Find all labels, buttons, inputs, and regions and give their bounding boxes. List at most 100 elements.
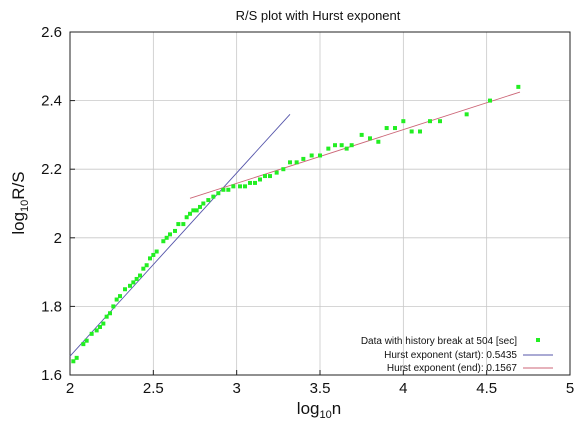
y-tick-label: 1.8 bbox=[41, 298, 62, 315]
grid-lines bbox=[70, 32, 570, 375]
x-tick-label: 4 bbox=[399, 380, 407, 397]
data-point bbox=[401, 119, 406, 124]
x-axis-label-n: n bbox=[332, 399, 341, 418]
data-point bbox=[349, 143, 354, 148]
x-axis-label-log: log bbox=[297, 399, 320, 418]
data-point bbox=[104, 314, 109, 319]
data-point bbox=[101, 321, 106, 326]
data-point bbox=[253, 180, 257, 185]
data-point bbox=[144, 263, 149, 268]
y-axis-label-subscript: 10 bbox=[19, 200, 31, 212]
data-point bbox=[309, 153, 314, 158]
data-point bbox=[141, 266, 146, 271]
data-point bbox=[191, 208, 196, 213]
data-point bbox=[231, 184, 236, 189]
data-point bbox=[344, 146, 349, 151]
data-point bbox=[409, 129, 414, 134]
data-point bbox=[464, 112, 469, 117]
data-point bbox=[384, 126, 389, 131]
x-tick-label: 2 bbox=[66, 380, 74, 397]
legend-marker-data bbox=[536, 338, 540, 342]
chart-title: R/S plot with Hurst exponent bbox=[236, 8, 401, 23]
data-point bbox=[318, 153, 322, 158]
data-point bbox=[176, 222, 181, 227]
data-point bbox=[516, 84, 521, 89]
data-point bbox=[359, 132, 364, 137]
data-point bbox=[123, 287, 127, 292]
legend-label-data: Data with history break at 504 [sec] bbox=[361, 336, 517, 347]
y-tick-label: 1.6 bbox=[41, 367, 62, 384]
data-point bbox=[268, 174, 272, 179]
data-point bbox=[243, 184, 247, 189]
y-tick-label: 2.6 bbox=[41, 24, 62, 41]
x-axis-label: log10n bbox=[297, 399, 341, 421]
data-point bbox=[164, 235, 169, 240]
data-point bbox=[376, 139, 381, 144]
y-tick-label: 2.4 bbox=[41, 93, 62, 110]
data-point bbox=[333, 143, 337, 148]
data-point bbox=[326, 146, 331, 151]
data-point bbox=[151, 252, 156, 257]
data-point bbox=[74, 355, 79, 360]
data-point bbox=[221, 187, 226, 192]
data-point bbox=[98, 324, 102, 329]
x-tick-label: 2.5 bbox=[143, 380, 164, 397]
x-tick-label: 5 bbox=[566, 380, 574, 397]
y-tick-label: 2 bbox=[54, 230, 62, 247]
y-tick-label: 2.2 bbox=[41, 161, 62, 178]
data-points bbox=[71, 84, 521, 364]
data-point bbox=[428, 119, 432, 124]
data-point bbox=[114, 297, 119, 302]
data-point bbox=[393, 126, 397, 131]
data-point bbox=[71, 359, 76, 364]
data-point bbox=[238, 184, 242, 189]
data-point bbox=[194, 208, 199, 213]
data-point bbox=[154, 249, 159, 254]
data-point bbox=[89, 331, 94, 336]
legend: Data with history break at 504 [sec] Hur… bbox=[361, 336, 553, 374]
data-point bbox=[301, 156, 306, 161]
data-point bbox=[138, 273, 142, 278]
data-point bbox=[263, 174, 267, 179]
data-point bbox=[84, 338, 89, 343]
data-point bbox=[184, 215, 189, 220]
data-point bbox=[288, 160, 292, 165]
legend-label-fit-start: Hurst exponent (start): 0.5435 bbox=[384, 350, 517, 361]
y-axis-label: log10R/S bbox=[9, 171, 31, 234]
data-point bbox=[94, 328, 99, 333]
data-point bbox=[211, 194, 216, 199]
data-point bbox=[128, 283, 132, 288]
data-point bbox=[418, 129, 422, 134]
data-point bbox=[173, 228, 177, 233]
data-point bbox=[111, 304, 116, 309]
data-point bbox=[81, 342, 86, 347]
data-point bbox=[488, 98, 492, 103]
data-point bbox=[206, 198, 211, 203]
x-axis-label-subscript: 10 bbox=[319, 409, 331, 421]
data-point bbox=[226, 187, 231, 192]
data-point bbox=[201, 201, 206, 206]
data-point bbox=[118, 294, 122, 299]
data-point bbox=[248, 180, 252, 185]
x-tick-label: 4.5 bbox=[476, 380, 497, 397]
y-axis-label-rs: R/S bbox=[9, 171, 28, 199]
x-tick-label: 3.5 bbox=[310, 380, 331, 397]
fit-line-end bbox=[189, 91, 521, 199]
data-point bbox=[294, 160, 299, 165]
data-point bbox=[161, 239, 166, 244]
data-point bbox=[339, 143, 344, 148]
data-point bbox=[438, 119, 442, 124]
axis-ticks: 2 2.5 3 3.5 4 4.5 5 1.6 1.8 2 2.2 2.4 2.6 bbox=[41, 24, 574, 397]
data-point bbox=[188, 211, 192, 216]
data-point bbox=[368, 136, 372, 141]
data-point bbox=[168, 232, 172, 237]
data-point bbox=[216, 191, 221, 196]
data-point bbox=[131, 280, 136, 285]
data-point bbox=[181, 222, 186, 227]
data-point bbox=[258, 177, 262, 182]
data-point bbox=[108, 311, 112, 316]
legend-label-fit-end: Hurst exponent (end): 0.1567 bbox=[387, 363, 518, 374]
x-tick-label: 3 bbox=[232, 380, 240, 397]
